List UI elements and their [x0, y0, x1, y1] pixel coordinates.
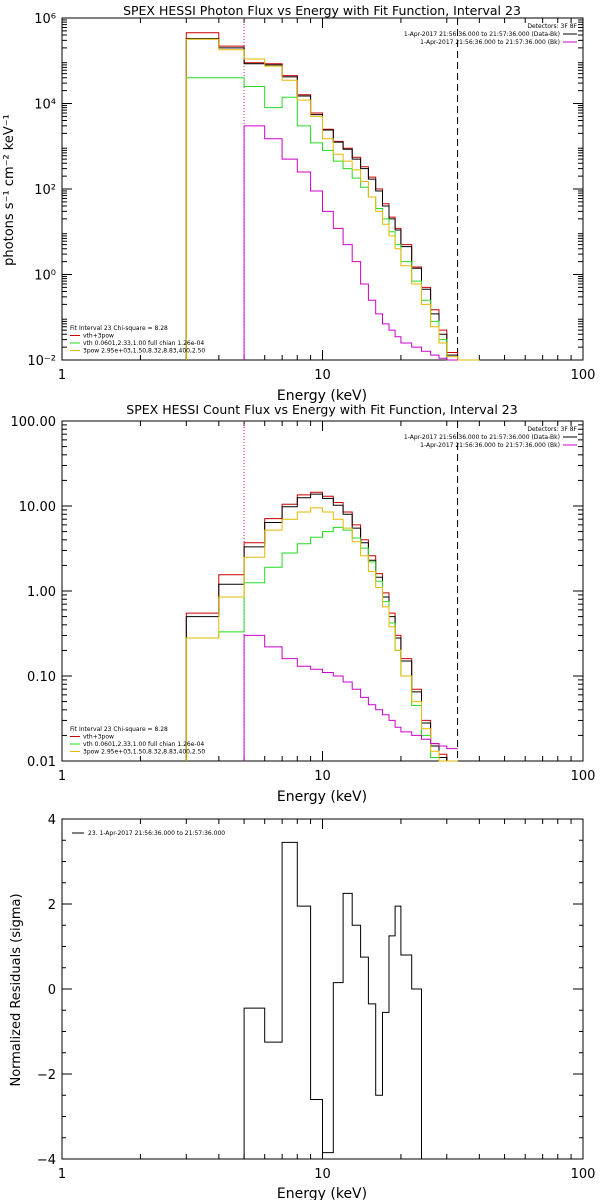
photon-flux-series-3pow — [185, 38, 480, 361]
count-flux-legend-label: 1-Apr-2017 21:56:36.000 to 21:57:36.000 … — [420, 442, 560, 449]
residuals-y-tick-label: −2 — [37, 1068, 56, 1083]
count-flux-x-tick-label: 10 — [314, 769, 331, 784]
count-flux-y-tick-label: 1.00 — [27, 585, 56, 600]
count-flux-plot-frame — [61, 420, 584, 762]
residuals-y-tick-label: 0 — [48, 983, 56, 998]
count-flux-series-data-bk — [185, 493, 458, 762]
photon-flux-fit-legend-label: vth+3pow — [83, 333, 114, 340]
count-flux-xlabel: Energy (keV) — [277, 789, 367, 805]
count-flux-fit-legend-header: Fit Interval 23 Chi-square = 8.28 — [70, 726, 168, 733]
photon-flux-series-vth-3pow — [185, 32, 480, 361]
count-flux-fit-legend-label: 3pow 2.95e+03,1.50,8.32,8.83,400,2.50 — [83, 749, 205, 756]
residuals-panel: Energy (keV) Normalized Residuals (sigma… — [9, 813, 595, 1200]
photon-flux-legend-header: Detectors: 3F 8F — [527, 23, 577, 30]
photon-flux-legend-label: 1-Apr-2017 21:56:36.000 to 21:57:36.000 … — [420, 39, 560, 46]
photon-flux-series-data-bk — [185, 38, 480, 361]
count-flux-y-tick-label: 0.01 — [27, 755, 56, 770]
photon-flux-y-tick-label: 10⁻² — [27, 354, 56, 369]
count-flux-legend-label: 1-Apr-2017 21:56:36.000 to 21:57:36.000 … — [404, 434, 560, 441]
residuals-x-tick-label: 100 — [571, 1167, 596, 1182]
photon-flux-y-tick-label: 10² — [34, 183, 56, 198]
count-flux-legend-header: Detectors: 3F 8F — [527, 426, 577, 433]
count-flux-x-tick-label: 1 — [58, 769, 66, 784]
count-flux-series-bk — [243, 634, 458, 761]
photon-flux-fit-legend-label: vth 0.0601,2.33,1.00 full chian 1.26e-04 — [83, 340, 204, 347]
count-flux-x-tick-label: 100 — [571, 769, 596, 784]
photon-flux-x-tick-label: 100 — [571, 368, 596, 383]
photon-flux-x-tick-label: 1 — [58, 368, 66, 383]
photon-flux-fit-legend-header: Fit Interval 23 Chi-square = 8.28 — [70, 325, 168, 332]
residuals-y-tick-label: 4 — [48, 813, 56, 828]
residuals-xlabel: Energy (keV) — [277, 1186, 367, 1200]
count-flux-panel: SPEX HESSI Count Flux vs Energy with Fit… — [11, 402, 596, 805]
photon-flux-series-bk — [243, 125, 458, 361]
photon-flux-y-tick-label: 10⁰ — [34, 269, 56, 284]
count-flux-y-tick-label: 100.00 — [11, 415, 57, 430]
count-flux-y-tick-label: 0.10 — [27, 670, 56, 685]
photon-flux-panel: SPEX HESSI Photon Flux vs Energy with Fi… — [2, 3, 595, 404]
residuals-x-tick-label: 1 — [58, 1167, 66, 1182]
residuals-series-23-1-apr-2017-21-56-36-000-to-21-57-36-000 — [243, 841, 458, 1160]
photon-flux-xlabel: Energy (keV) — [277, 388, 367, 404]
count-flux-y-tick-label: 10.00 — [19, 500, 56, 515]
count-flux-title: SPEX HESSI Count Flux vs Energy with Fit… — [126, 402, 517, 417]
residuals-legend-label: 23. 1-Apr-2017 21:56:36.000 to 21:57:36.… — [88, 830, 225, 837]
residuals-ylabel: Normalized Residuals (sigma) — [9, 893, 24, 1086]
photon-flux-y-tick-label: 10⁶ — [34, 12, 56, 27]
photon-flux-x-tick-label: 10 — [314, 368, 331, 383]
count-flux-series-vth — [185, 526, 458, 762]
residuals-y-tick-label: −4 — [37, 1153, 56, 1168]
photon-flux-legend-label: 1-Apr-2017 21:56:36.000 to 21:57:36.000 … — [404, 31, 560, 38]
photon-flux-ylabel: photons s⁻¹ cm⁻² keV⁻¹ — [2, 114, 17, 266]
photon-flux-plot-frame — [61, 17, 584, 361]
photon-flux-y-tick-label: 10⁴ — [34, 98, 56, 113]
count-flux-fit-legend-label: vth 0.0601,2.33,1.00 full chian 1.26e-04 — [83, 741, 204, 748]
photon-flux-title: SPEX HESSI Photon Flux vs Energy with Fi… — [123, 3, 521, 18]
count-flux-fit-legend-label: vth+3pow — [83, 734, 114, 741]
count-flux-series-3pow — [185, 507, 458, 762]
photon-flux-fit-legend-label: 3pow 2.95e+03,1.50,8.32,8.83,400,2.50 — [83, 348, 205, 355]
count-flux-series-vth-3pow — [185, 491, 458, 762]
residuals-y-tick-label: 2 — [48, 898, 56, 913]
residuals-x-tick-label: 10 — [314, 1167, 331, 1182]
